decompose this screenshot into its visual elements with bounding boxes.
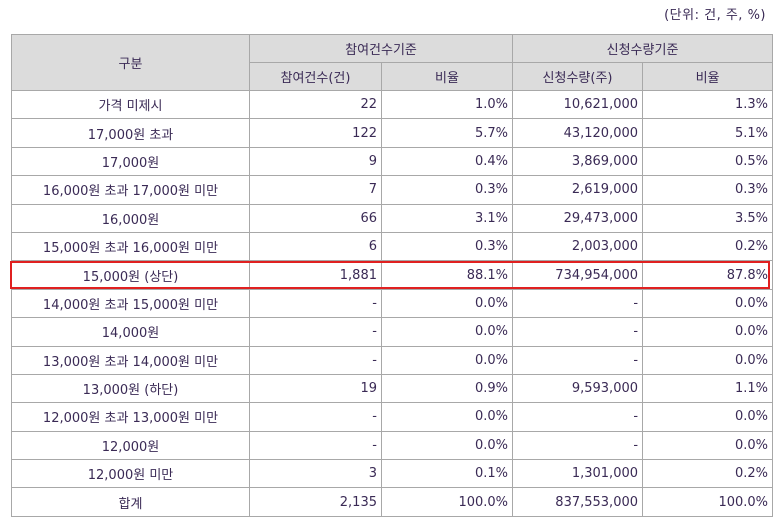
- row-label: 12,000원 미만: [11, 459, 250, 489]
- qty-cell: 10,621,000: [512, 89, 644, 120]
- row-label: 12,000원: [11, 430, 250, 461]
- count-ratio-header: 비율: [380, 62, 514, 91]
- row-label: 13,000원 초과 14,000원 미만: [11, 345, 250, 375]
- count-ratio-cell: 3.1%: [380, 203, 514, 233]
- count-cell: 122: [249, 118, 382, 148]
- table-row: 가격 미제시 22 1.0% 10,621,000 1.3%: [11, 89, 774, 120]
- row-label: 15,000원 초과 16,000원 미만: [11, 231, 250, 262]
- row-label: 16,000원 초과 17,000원 미만: [11, 175, 250, 205]
- row-label: 16,000원: [11, 203, 250, 233]
- qty-ratio-cell: 1.3%: [642, 89, 774, 120]
- count-cell: 3: [249, 459, 382, 489]
- row-label: 12,000원 초과 13,000원 미만: [11, 402, 250, 432]
- qty-ratio-cell: 0.3%: [642, 175, 774, 205]
- qty-cell: 1,301,000: [512, 459, 644, 489]
- qty-cell: -: [512, 345, 644, 375]
- count-cell: 19: [249, 373, 382, 404]
- count-ratio-cell: 0.0%: [380, 430, 514, 461]
- count-ratio-cell: 5.7%: [380, 118, 514, 148]
- count-ratio-cell: 0.0%: [380, 317, 514, 347]
- count-ratio-cell: 0.0%: [380, 402, 514, 432]
- qty-cell: 29,473,000: [512, 203, 644, 233]
- qty-cell: 2,003,000: [512, 231, 644, 262]
- qty-cell: 837,553,000: [512, 487, 644, 517]
- qty-ratio-cell: 5.1%: [642, 118, 774, 148]
- table-row: 16,000원 66 3.1% 29,473,000 3.5%: [11, 203, 774, 233]
- qty-cell: -: [512, 317, 644, 347]
- count-ratio-cell: 0.0%: [380, 345, 514, 375]
- count-cell: -: [249, 345, 382, 375]
- qty-ratio-cell: 3.5%: [642, 203, 774, 233]
- row-label: 13,000원 (하단): [11, 373, 250, 404]
- qty-ratio-cell: 0.5%: [642, 146, 774, 177]
- qty-ratio-cell: 1.1%: [642, 373, 774, 404]
- count-cell: 66: [249, 203, 382, 233]
- table-row: 16,000원 초과 17,000원 미만 7 0.3% 2,619,000 0.3%: [11, 175, 774, 205]
- count-cell: 1,881: [249, 260, 382, 290]
- count-cell: 9: [249, 146, 382, 177]
- row-label: 15,000원 (상단): [11, 260, 250, 290]
- count-ratio-cell: 0.4%: [380, 146, 514, 177]
- count-cell: 22: [249, 89, 382, 120]
- count-ratio-cell: 100.0%: [380, 487, 514, 517]
- subscription-group-header: 신청수량기준: [512, 34, 774, 63]
- count-cell: 6: [249, 231, 382, 262]
- row-label: 합계: [11, 487, 250, 517]
- qty-cell: 2,619,000: [512, 175, 644, 205]
- qty-ratio-cell: 0.0%: [642, 288, 774, 319]
- count-cell: 2,135: [249, 487, 382, 517]
- table-row: 17,000원 초과 122 5.7% 43,120,000 5.1%: [11, 118, 774, 148]
- count-ratio-cell: 0.3%: [380, 175, 514, 205]
- count-ratio-cell: 0.0%: [380, 288, 514, 319]
- count-ratio-cell: 0.9%: [380, 373, 514, 404]
- table-row: 15,000원 (상단) 1,881 88.1% 734,954,000 87.8%: [11, 260, 774, 290]
- row-label: 14,000원: [11, 317, 250, 347]
- participation-group-header: 참여건수기준: [248, 34, 514, 63]
- count-ratio-cell: 0.3%: [380, 231, 514, 262]
- count-cell: -: [249, 402, 382, 432]
- unit-note: (단위: 건, 주, %): [664, 8, 766, 23]
- row-label: 17,000원 초과: [11, 118, 250, 148]
- table-row: 12,000원 -0.0% -0.0%: [11, 430, 774, 461]
- count-cell: -: [249, 288, 382, 319]
- count-ratio-cell: 1.0%: [380, 89, 514, 120]
- qty-cell: 734,954,000: [512, 260, 644, 290]
- row-label: 가격 미제시: [11, 89, 250, 120]
- qty-cell: -: [512, 430, 644, 461]
- table-row: 13,000원 초과 14,000원 미만 -0.0% -0.0%: [11, 345, 774, 375]
- qty-cell: -: [512, 402, 644, 432]
- row-label: 17,000원: [11, 146, 250, 177]
- qty-ratio-header: 비율: [642, 62, 774, 91]
- row-label: 14,000원 초과 15,000원 미만: [11, 288, 250, 319]
- count-cell: -: [249, 430, 382, 461]
- qty-ratio-cell: 0.2%: [642, 231, 774, 262]
- qty-ratio-cell: 87.8%: [642, 260, 774, 290]
- table-row: 13,000원 (하단) 19 0.9% 9,593,000 1.1%: [11, 373, 774, 404]
- qty-cell: 43,120,000: [512, 118, 644, 148]
- qty-ratio-cell: 0.0%: [642, 430, 774, 461]
- count-ratio-cell: 88.1%: [380, 260, 514, 290]
- category-header: 구분: [11, 34, 250, 91]
- qty-ratio-cell: 0.0%: [642, 345, 774, 375]
- qty-ratio-cell: 0.2%: [642, 459, 774, 489]
- table-row: 15,000원 초과 16,000원 미만 6 0.3% 2,003,000 0.2%: [11, 231, 774, 262]
- count-cell: -: [249, 317, 382, 347]
- qty-header: 신청수량(주): [512, 62, 644, 91]
- qty-ratio-cell: 100.0%: [642, 487, 774, 517]
- qty-ratio-cell: 0.0%: [642, 402, 774, 432]
- demand-forecast-table: 구분 참여건수기준 신청수량기준 참여건수(건) 비율 신청수량(주) 비율 가…: [11, 34, 774, 517]
- table-row: 합계 2,135 100.0% 837,553,000 100.0%: [11, 487, 774, 517]
- count-cell: 7: [249, 175, 382, 205]
- count-header: 참여건수(건): [249, 62, 382, 91]
- qty-cell: 9,593,000: [512, 373, 644, 404]
- table-row: 12,000원 초과 13,000원 미만 -0.0% -0.0%: [11, 402, 774, 432]
- qty-cell: -: [512, 288, 644, 319]
- table-row: 14,000원 초과 15,000원 미만 -0.0% -0.0%: [11, 288, 774, 319]
- table-row: 17,000원 9 0.4% 3,869,000 0.5%: [11, 146, 774, 177]
- table-row: 12,000원 미만 3 0.1% 1,301,000 0.2%: [11, 459, 774, 489]
- count-ratio-cell: 0.1%: [380, 459, 514, 489]
- qty-ratio-cell: 0.0%: [642, 317, 774, 347]
- table-row: 14,000원 -0.0% -0.0%: [11, 317, 774, 347]
- qty-cell: 3,869,000: [512, 146, 644, 177]
